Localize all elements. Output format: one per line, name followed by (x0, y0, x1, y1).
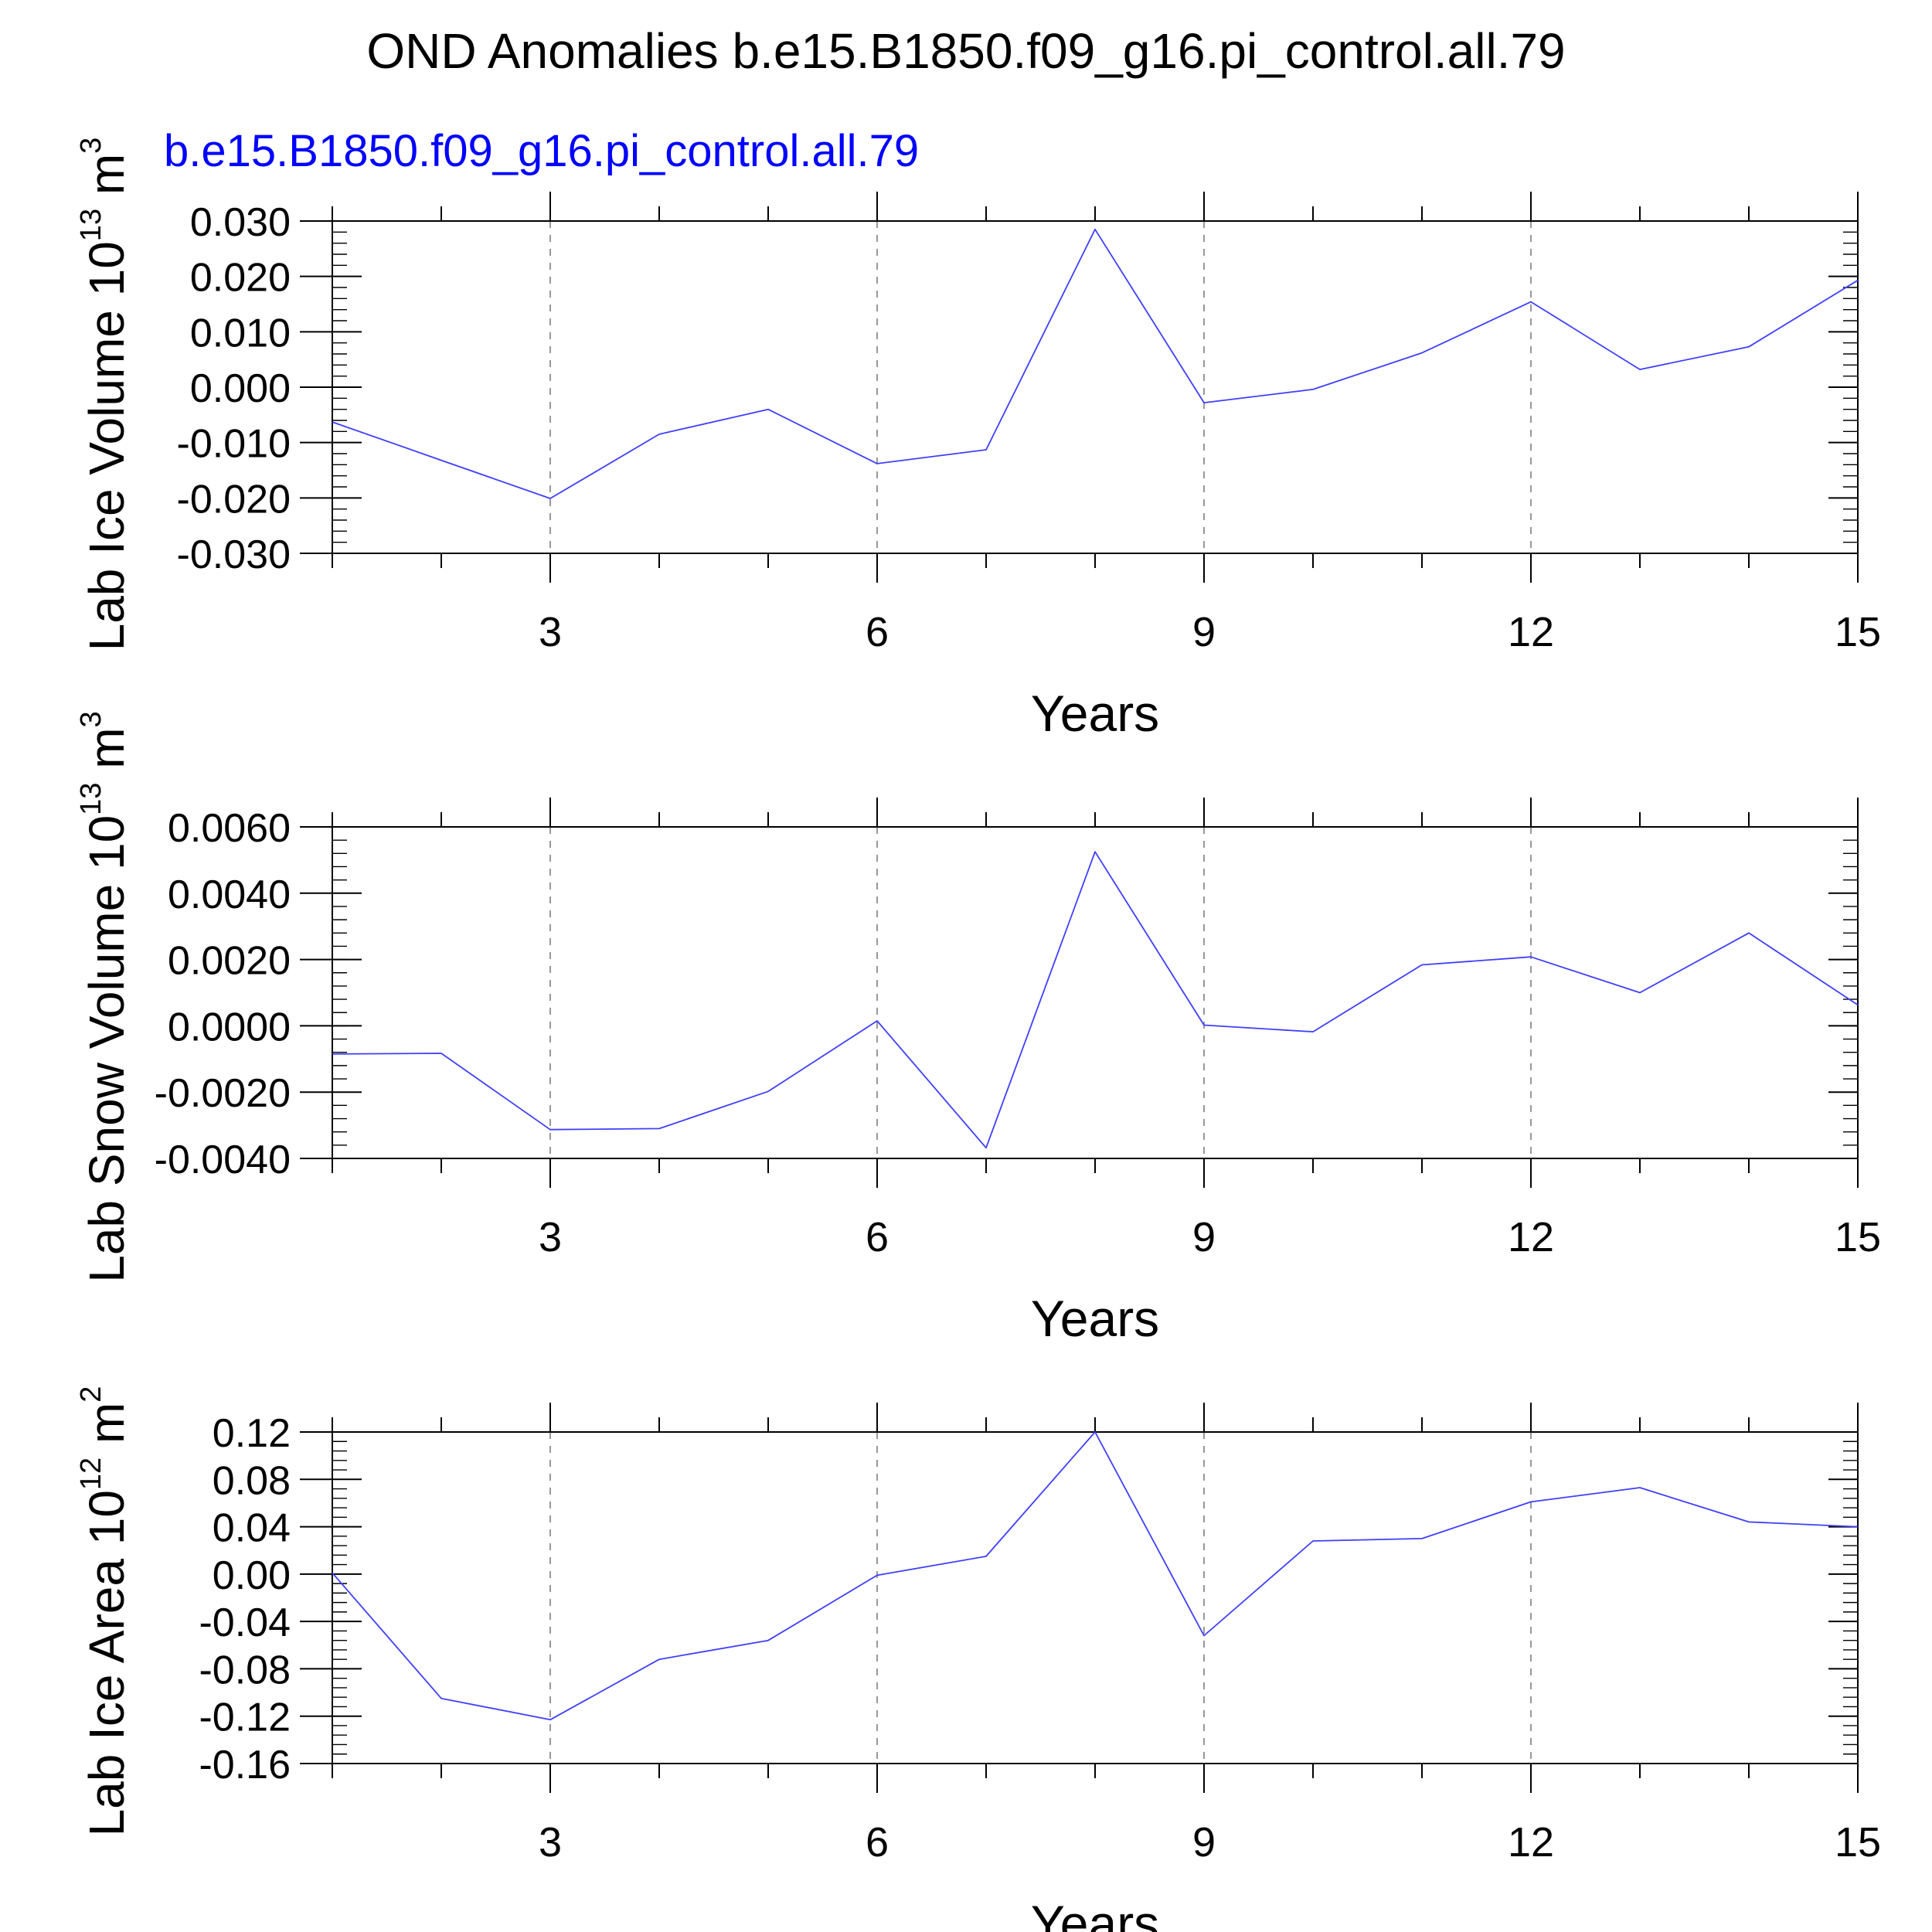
y-tick-label: -0.0040 (155, 1138, 291, 1182)
y-tick-label: -0.16 (199, 1743, 291, 1787)
chart-panel-lab-ice-volume: 3 6 9 12 15 -0.030 -0.020 -0.010 0.000 0.010 0.020… (75, 138, 1881, 742)
data-point (1856, 1525, 1860, 1529)
x-tick-label-15: 15 (1835, 1819, 1881, 1866)
y-tick-label: -0.020 (177, 477, 291, 522)
x-tick-label-6: 6 (866, 1819, 889, 1866)
y-tick-label: -0.08 (199, 1648, 291, 1692)
data-point (1856, 1003, 1860, 1007)
y-tick-label: 0.0000 (168, 1005, 291, 1049)
series-line-lab-ice-volume (332, 228, 1859, 499)
data-point (876, 1573, 879, 1577)
data-point (767, 1090, 770, 1094)
x-tick-label-3: 3 (539, 1214, 562, 1260)
data-point (1638, 991, 1642, 995)
y-tick-label: 0.020 (190, 256, 291, 301)
data-point (331, 420, 335, 424)
data-point (440, 1052, 444, 1056)
data-point (1529, 300, 1533, 304)
data-point (876, 1019, 879, 1022)
chart-panels: 3 6 9 12 15 -0.030 -0.020 -0.010 0.000 0.010 0.020… (75, 138, 1881, 1932)
x-axis-title: Years (1031, 685, 1159, 742)
data-point (331, 1052, 335, 1056)
data-point (1094, 227, 1097, 231)
y-tick-label: 0.030 (190, 200, 291, 245)
y-tick-label: 0.00 (213, 1553, 291, 1598)
y-tick-label: -0.010 (177, 422, 291, 467)
data-point (658, 1658, 662, 1662)
y-axis-title: Lab Ice Area 1012 m2 (75, 1386, 134, 1837)
y-tick-label: -0.030 (177, 532, 291, 577)
data-point (1856, 278, 1860, 282)
data-point (1747, 931, 1751, 935)
x-tick-label-6: 6 (866, 1214, 889, 1260)
y-tick-label: -0.12 (199, 1696, 291, 1740)
x-tick-label-9: 9 (1192, 609, 1216, 655)
figure-title: OND Anomalies b.e15.B1850.f09_g16.pi_con… (366, 23, 1565, 79)
y-tick-label: 0.010 (190, 311, 291, 355)
chart-panel-lab-ice-area: 3 6 9 12 15 -0.16-0.12-0.08-0.040.000.040.080… (75, 1386, 1881, 1932)
chart-panel-lab-snow-volume: 3 6 9 12 15 -0.0040 -0.0020 0.0000 0.0020 0.0040 0… (75, 711, 1881, 1347)
y-axis-title: Lab Ice Volume 1013 m3 (75, 138, 134, 651)
data-point (1420, 1536, 1424, 1540)
y-tick-label: 0.04 (213, 1506, 291, 1551)
data-point (985, 1146, 988, 1150)
x-tick-label-9: 9 (1192, 1214, 1216, 1260)
data-point (1529, 1500, 1533, 1504)
data-point (1311, 1539, 1315, 1543)
data-point (1202, 1023, 1206, 1027)
data-point (1420, 351, 1424, 355)
data-point (985, 447, 988, 451)
data-point (440, 1696, 444, 1700)
data-point (1747, 345, 1751, 349)
y-tick-label: -0.04 (199, 1600, 291, 1645)
series-line-lab-snow-volume (332, 851, 1859, 1149)
y-tick-label: 0.0040 (168, 872, 291, 917)
y-tick-label: 0.0020 (168, 939, 291, 984)
data-point (1094, 850, 1097, 854)
y-tick-label: 0.08 (213, 1458, 291, 1503)
x-tick-label-15: 15 (1835, 609, 1881, 655)
data-point (1202, 401, 1206, 405)
data-point (767, 1638, 770, 1642)
data-point (1638, 1486, 1642, 1490)
y-tick-label: 0.000 (190, 366, 291, 411)
x-tick-label-12: 12 (1508, 1214, 1554, 1260)
data-point (549, 1128, 553, 1131)
data-point (658, 1127, 662, 1131)
y-axis-title: Lab Snow Volume 1013 m3 (75, 711, 134, 1282)
x-tick-label-12: 12 (1508, 1819, 1554, 1866)
series-line-lab-ice-area (332, 1431, 1859, 1721)
data-point (876, 461, 879, 465)
data-point (1747, 1520, 1751, 1524)
data-point (331, 1571, 335, 1575)
data-point (1529, 955, 1533, 959)
x-axis-title: Years (1031, 1895, 1159, 1932)
data-point (549, 497, 553, 501)
data-point (767, 407, 770, 411)
x-tick-label-6: 6 (866, 609, 889, 655)
x-tick-label-9: 9 (1192, 1819, 1216, 1866)
x-axis-title: Years (1031, 1290, 1159, 1347)
x-tick-label-15: 15 (1835, 1214, 1881, 1260)
data-point (1094, 1430, 1097, 1434)
data-point (549, 1718, 553, 1722)
y-tick-label: -0.0020 (155, 1071, 291, 1116)
figure-subtitle: b.e15.B1850.f09_g16.pi_control.all.79 (164, 126, 919, 176)
data-point (440, 458, 444, 462)
x-tick-label-12: 12 (1508, 609, 1554, 655)
data-point (1202, 1634, 1206, 1638)
data-point (658, 432, 662, 436)
data-point (1311, 387, 1315, 391)
data-point (1638, 368, 1642, 372)
y-tick-label: 0.12 (213, 1411, 291, 1456)
data-point (985, 1554, 988, 1558)
y-tick-label: 0.0060 (168, 806, 291, 851)
x-tick-label-3: 3 (539, 609, 562, 655)
data-point (1420, 963, 1424, 967)
data-point (1311, 1030, 1315, 1034)
x-tick-label-3: 3 (539, 1819, 562, 1866)
